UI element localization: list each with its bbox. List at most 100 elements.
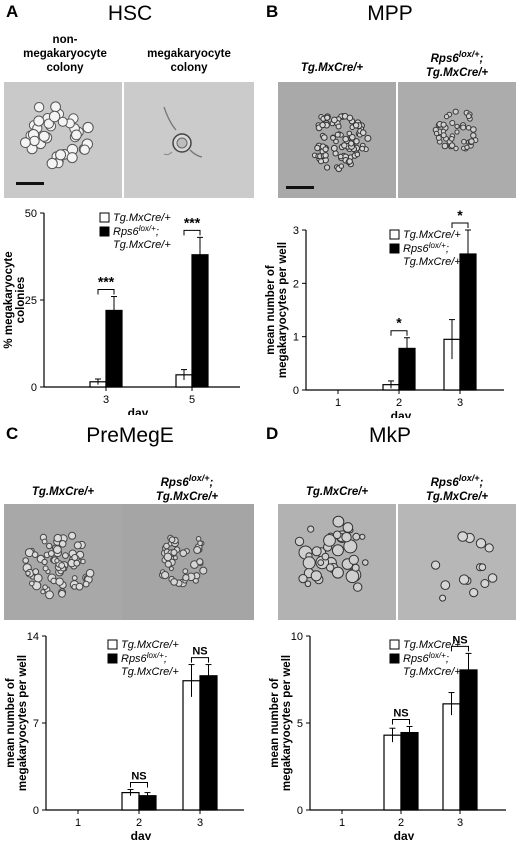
x-axis-label: day: [394, 829, 415, 840]
y-axis-label: megakaryocytes per well: [17, 655, 29, 791]
legend-swatch: [99, 212, 110, 223]
legend-entry: Tg.MxCre/+: [121, 639, 179, 651]
chart-a: 0 25 50 % megakaryocyte colonies day 3 *** 5 *** T…: [3, 208, 240, 415]
bar: [182, 680, 201, 811]
rps6-colony-micrograph: [398, 504, 516, 620]
x-tick-label: 3: [457, 397, 463, 409]
significance-label: ***: [184, 214, 201, 230]
significance-bracket: [390, 330, 408, 336]
rps6-colony-micrograph: [122, 504, 254, 620]
x-tick-label: 3: [457, 817, 463, 829]
legend-swatch: [389, 639, 400, 650]
megakaryocyte-negative-colony-micrograph: [4, 82, 122, 198]
y-axis-label: mean number of: [269, 678, 281, 768]
legend-entry: Rps6lox/+; Tg.MxCre/+: [403, 651, 461, 678]
chart-c: 0 7 14 mean number of megakaryocytes per wel…: [5, 631, 244, 840]
condition-label-left: non- megakaryocyte colony: [6, 33, 124, 75]
x-tick-label: 3: [103, 394, 109, 406]
x-tick-label: 3: [197, 817, 203, 829]
significance-bracket: [392, 718, 410, 725]
legend-entry: Rps6lox/+; Tg.MxCre/+: [403, 241, 461, 268]
y-tick-label: 0: [293, 385, 299, 397]
y-axis-label: % megakaryocyte: [3, 251, 15, 348]
significance-label: NS: [393, 707, 408, 719]
condition-label-left: Tg.MxCre/+: [4, 485, 122, 499]
label-line: Rps6lox/+;: [430, 49, 484, 65]
legend-entry: Rps6lox/+; Tg.MxCre/+: [121, 651, 179, 678]
bar: [459, 669, 478, 811]
rps6-colony-micrograph: [398, 82, 516, 198]
y-tick-label: 10: [291, 631, 303, 643]
significance-label: *: [457, 208, 463, 223]
x-tick-label: 2: [396, 397, 402, 409]
label-line: Tg.MxCre/+: [425, 66, 489, 79]
label-line: Tg.MxCre/+: [155, 490, 219, 503]
legend-entry: Tg.MxCre/+: [403, 229, 461, 241]
significance-label: NS: [452, 634, 467, 646]
legend-entry: Tg.MxCre/+: [403, 639, 461, 651]
significance-bracket: [451, 645, 469, 652]
panel-c: C PreMegE Tg.MxCre/+ Rps6lox/+; Tg.MxCre…: [0, 422, 260, 844]
condition-label-right: megakaryocyte colony: [124, 47, 254, 75]
label-line: Rps6lox/+;: [430, 473, 484, 489]
bar: [383, 734, 402, 811]
y-axis-label: mean number of: [265, 265, 277, 355]
legend-entry: Rps6lox/+; Tg.MxCre/+: [113, 224, 171, 251]
y-axis-label: mean number of: [5, 678, 17, 768]
x-tick-label: 1: [75, 817, 81, 829]
significance-label: NS: [131, 770, 146, 782]
condition-label-left: Tg.MxCre/+: [266, 61, 398, 75]
significance-label: *: [396, 315, 402, 331]
x-axis-label: day: [128, 406, 149, 415]
x-axis-label: day: [391, 409, 412, 418]
y-tick-label: 0: [31, 382, 37, 394]
y-tick-label: 7: [33, 718, 39, 730]
significance-label: NS: [192, 646, 207, 658]
megakaryocyte-colony-micrograph: [124, 82, 254, 198]
significance-bracket: [130, 781, 148, 788]
condition-label-right: Rps6lox/+; Tg.MxCre/+: [122, 471, 252, 504]
panel-title: MPP: [367, 2, 413, 25]
x-tick-label: 1: [335, 397, 341, 409]
panel-letter: A: [6, 2, 19, 21]
condition-label-right: Rps6lox/+; Tg.MxCre/+: [398, 47, 516, 80]
significance-bracket: [191, 657, 209, 663]
bar: [191, 254, 209, 388]
y-tick-label: 0: [297, 805, 303, 817]
y-tick-label: 2: [293, 278, 299, 290]
x-tick-label: 2: [136, 817, 142, 829]
panel-letter: C: [6, 424, 19, 443]
significance-label: ***: [98, 274, 115, 290]
label-line: colony: [46, 62, 84, 74]
label-line: megakaryocyte: [147, 48, 231, 60]
x-axis-label: day: [131, 829, 152, 840]
control-colony-micrograph: [278, 504, 396, 620]
bar: [199, 675, 218, 811]
panel-title: MkP: [369, 424, 411, 447]
condition-label-left: Tg.MxCre/+: [278, 485, 396, 499]
y-axis-label: colonies: [15, 277, 27, 324]
legend-swatch: [389, 243, 400, 254]
significance-bracket: [183, 229, 201, 236]
label-line: megakaryocyte: [23, 48, 107, 60]
label-line: Tg.MxCre/+: [305, 486, 369, 498]
y-tick-label: 50: [25, 208, 37, 220]
y-tick-label: 0: [33, 805, 39, 817]
legend-swatch: [99, 226, 110, 237]
panel-title: HSC: [107, 2, 153, 25]
panel-title: PreMegE: [86, 424, 174, 447]
label-line: Tg.MxCre/+: [31, 486, 95, 498]
label-line: non-: [52, 34, 78, 46]
control-colony-micrograph: [4, 504, 122, 620]
legend-swatch: [389, 229, 400, 240]
panel-d: D MkP Tg.MxCre/+ Rps6lox/+; Tg.MxCre/+ 0…: [260, 422, 520, 844]
control-colony-micrograph: [278, 82, 396, 198]
y-axis-label: megakaryocytes per well: [277, 242, 289, 378]
panel-a: A HSC non- megakaryocyte colony megakary…: [0, 0, 260, 422]
chart-d: 0 5 10 mean number of megakaryocytes per wel…: [269, 631, 506, 840]
x-tick-label: 2: [398, 817, 404, 829]
significance-bracket: [97, 289, 115, 295]
legend-swatch: [107, 653, 118, 664]
legend-entry: Tg.MxCre/+: [113, 212, 171, 224]
bar: [400, 731, 419, 811]
